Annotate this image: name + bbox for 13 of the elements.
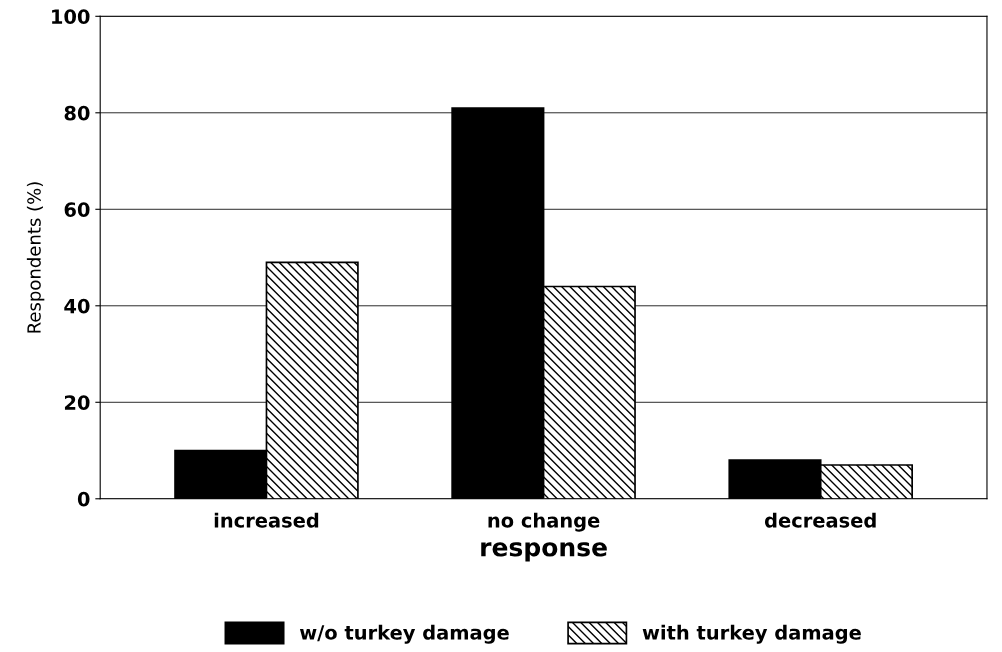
- y-tick-label: 20: [64, 395, 90, 410]
- legend-label: with turkey damage: [642, 624, 861, 644]
- y-tick-label: 0: [77, 491, 90, 507]
- y-axis-title: Respondents (%): [26, 182, 45, 333]
- y-tick-label: 40: [64, 298, 90, 314]
- x-axis-title: response: [481, 542, 607, 562]
- legend-label: w/o turkey damage: [299, 624, 509, 644]
- x-tick-label: increased: [214, 512, 319, 528]
- y-tick-label: 80: [64, 105, 90, 121]
- y-tick-label: 60: [64, 202, 90, 217]
- y-tick-label: 100: [52, 9, 90, 24]
- x-tick-label: no change: [488, 512, 600, 532]
- x-tick-label: decreased: [764, 512, 876, 528]
